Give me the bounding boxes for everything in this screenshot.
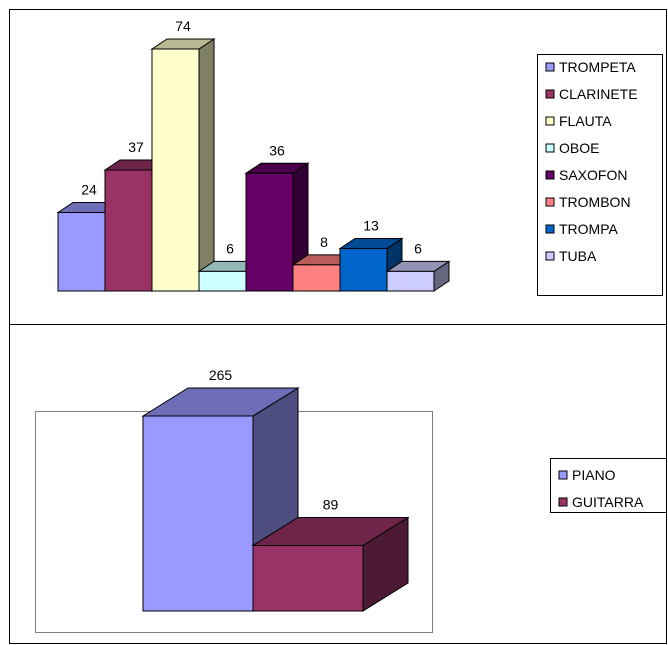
legend-label-guitarra: GUITARRA bbox=[572, 494, 644, 510]
legend-label-clarinete: CLARINETE bbox=[559, 86, 638, 102]
legend-label-piano: PIANO bbox=[572, 467, 616, 483]
bar-side-flauta bbox=[198, 38, 215, 292]
data-label-tuba: 6 bbox=[414, 240, 422, 256]
chart-woodwind-brass: 24 37 74 6 36 8 13 6 TROMPETA CLARINETE FLAUTA OBO… bbox=[56, 18, 663, 296]
data-label-group: 265 89 bbox=[209, 367, 339, 513]
legend: TROMPETA CLARINETE FLAUTA OBOE SAXOFON TROMBO… bbox=[537, 54, 663, 296]
legend-item-trompeta: TROMPETA bbox=[545, 59, 636, 75]
bar-group bbox=[56, 38, 451, 292]
data-label-clarinete: 37 bbox=[128, 139, 144, 155]
legend-swatch-clarinete bbox=[545, 89, 555, 99]
bar-front-saxofon bbox=[245, 172, 294, 292]
legend-item-flauta: FLAUTA bbox=[545, 113, 612, 129]
data-label-flauta: 74 bbox=[175, 18, 191, 34]
bar-tuba bbox=[385, 260, 451, 292]
sheet-border bbox=[9, 9, 667, 644]
bar-front-flauta bbox=[151, 48, 200, 292]
legend-entries: TROMPETA CLARINETE FLAUTA OBOE SAXOFON TROMBO… bbox=[545, 59, 638, 264]
bar-front-trompeta bbox=[57, 212, 106, 292]
bar-front-piano bbox=[142, 415, 254, 612]
legend-label-oboe: OBOE bbox=[559, 140, 599, 156]
legend-item-tuba: TUBA bbox=[545, 248, 597, 264]
chart-piano-guitar: 265 89 PIANO GUITARRA bbox=[35, 367, 667, 633]
legend-swatch-tuba bbox=[545, 251, 555, 261]
legend-swatch-trombon bbox=[545, 197, 555, 207]
legend-box bbox=[537, 54, 663, 296]
legend-label-trompeta: TROMPETA bbox=[559, 59, 636, 75]
legend-item-oboe: OBOE bbox=[545, 140, 599, 156]
legend-swatch-piano bbox=[558, 470, 568, 480]
legend-label-saxofon: SAXOFON bbox=[559, 167, 627, 183]
legend-swatch-guitarra bbox=[558, 497, 568, 507]
legend-item-clarinete: CLARINETE bbox=[545, 86, 638, 102]
legend-entries: PIANO GUITARRA bbox=[558, 467, 644, 510]
legend-label-tuba: TUBA bbox=[559, 248, 597, 264]
legend-box bbox=[550, 458, 667, 513]
legend-item-piano: PIANO bbox=[558, 467, 616, 483]
data-label-trompeta: 24 bbox=[81, 182, 97, 198]
data-label-trompa: 13 bbox=[363, 217, 379, 233]
legend-item-guitarra: GUITARRA bbox=[558, 494, 644, 510]
legend-swatch-trompa bbox=[545, 224, 555, 234]
legend-swatch-oboe bbox=[545, 143, 555, 153]
legend-swatch-trompeta bbox=[545, 62, 555, 72]
bar-front-trombon bbox=[292, 264, 341, 292]
legend-item-trombon: TROMBON bbox=[545, 194, 631, 210]
bar-front-clarinete bbox=[104, 169, 153, 292]
data-label-saxofon: 36 bbox=[269, 142, 285, 158]
bar-flauta bbox=[150, 38, 216, 292]
legend-label-flauta: FLAUTA bbox=[559, 113, 612, 129]
data-label-group: 24 37 74 6 36 8 13 6 bbox=[81, 18, 422, 256]
data-label-guitarra: 89 bbox=[323, 497, 339, 513]
legend: PIANO GUITARRA bbox=[550, 458, 667, 513]
bar-front-oboe bbox=[198, 270, 247, 292]
legend-item-trompa: TROMPA bbox=[545, 221, 619, 237]
bar-group bbox=[141, 387, 410, 612]
data-label-trombon: 8 bbox=[320, 234, 328, 250]
bar-front-trompa bbox=[339, 247, 388, 292]
legend-swatch-saxofon bbox=[545, 170, 555, 180]
data-label-oboe: 6 bbox=[226, 240, 234, 256]
bar-guitarra bbox=[251, 516, 410, 612]
legend-label-trompa: TROMPA bbox=[559, 221, 619, 237]
bar-front-tuba bbox=[386, 270, 435, 292]
legend-item-saxofon: SAXOFON bbox=[545, 167, 627, 183]
data-label-piano: 265 bbox=[209, 367, 233, 383]
legend-swatch-flauta bbox=[545, 116, 555, 126]
bar-trompa bbox=[338, 237, 404, 292]
bar-front-guitarra bbox=[252, 545, 364, 612]
legend-label-trombon: TROMBON bbox=[559, 194, 631, 210]
